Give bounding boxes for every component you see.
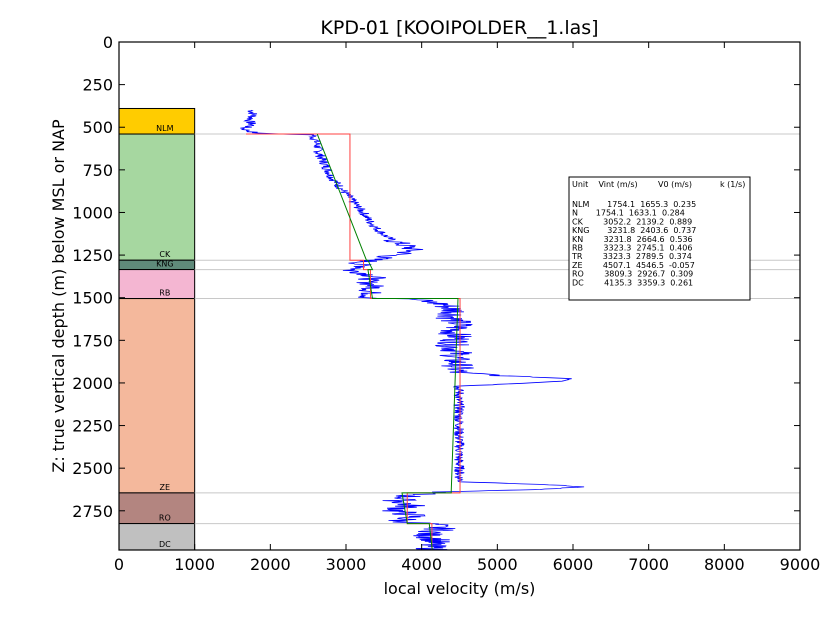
y-tick-label: 500 [82,118,113,137]
x-tick-label: 8000 [704,555,745,574]
x-tick-label: 2000 [250,555,291,574]
y-tick-label: 0 [103,33,113,52]
y-tick-label: 1750 [72,331,113,350]
parameter-table-row: TR 3323.3 2789.5 0.374 [571,252,692,261]
parameter-table-row: DC 4135.3 3359.3 0.261 [572,278,693,287]
parameter-table-box [568,176,751,301]
y-tick-label: 1500 [72,289,113,308]
parameter-table-row: CK 3052.2 2139.2 0.889 [572,217,692,226]
v0k-model-line [316,133,459,551]
unit-label-dc: DC [159,540,171,549]
x-tick-label: 5000 [477,555,518,574]
parameter-table: Unit Vint (m/s) V0 (m/s) k (1/s) NLM 175… [568,176,751,301]
series-layer [240,109,585,551]
y-tick-label: 2750 [72,502,113,521]
parameter-table-row: RB 3323.3 2745.1 0.406 [572,244,692,253]
unit-label-ck: CK [159,250,171,259]
unit-label-kng: KNG [156,260,173,269]
parameter-table-row: KN 3231.8 2664.6 0.536 [572,235,693,244]
parameter-table-row: NLM 1754.1 1655.3 0.235 [572,200,696,209]
y-tick-label: 2000 [72,374,113,393]
x-tick-label: 6000 [553,555,594,574]
y-tick-label: 1250 [72,246,113,265]
plot-frame [118,41,801,551]
unit-block-ro [118,492,196,525]
axis-ticks: 0 1000 2000 3000 4000 5000 6000 7000 8000 9000 0 25… [72,33,820,574]
unit-label-rb: RB [159,289,170,298]
x-tick-label: 4000 [401,555,442,574]
parameter-table-row: KNG 3231.8 2403.6 0.737 [572,226,696,235]
parameter-table-header: Unit Vint (m/s) V0 (m/s) k (1/s) [572,180,745,189]
unit-label-ro: RO [159,514,171,523]
unit-label-nlm: NLM [156,124,173,133]
x-tick-label: 7000 [628,555,669,574]
y-tick-label: 250 [82,76,113,95]
y-axis-title: Z: true vertical depth (m) below MSL or … [49,119,68,473]
velocity-log-line [240,109,585,551]
x-tick-label: 1000 [174,555,215,574]
unit-block-dc [118,523,196,551]
parameter-table-row: RO 3809.3 2926.7 0.309 [572,270,693,279]
x-tick-label: 3000 [326,555,367,574]
parameter-table-row: N 1754.1 1633.1 0.284 [572,209,685,218]
chart-title: KPD-01 [KOOIPOLDER__1.las] [320,17,598,39]
unit-block-ck [118,133,196,261]
unit-label-ze: ZE [160,483,171,492]
x-tick-label: 9000 [780,555,821,574]
x-tick-label: 0 [114,555,124,574]
unit-block-rb [118,269,196,300]
unit-block-ze [118,298,196,494]
interval-velocity-line [246,133,461,550]
y-tick-label: 2250 [72,417,113,436]
y-tick-label: 2500 [72,459,113,478]
y-tick-label: 750 [82,161,113,180]
parameter-table-row: ZE 4507.1 4546.5 -0.057 [572,261,695,270]
y-tick-label: 1000 [72,203,113,222]
x-axis-title: local velocity (m/s) [384,579,536,598]
